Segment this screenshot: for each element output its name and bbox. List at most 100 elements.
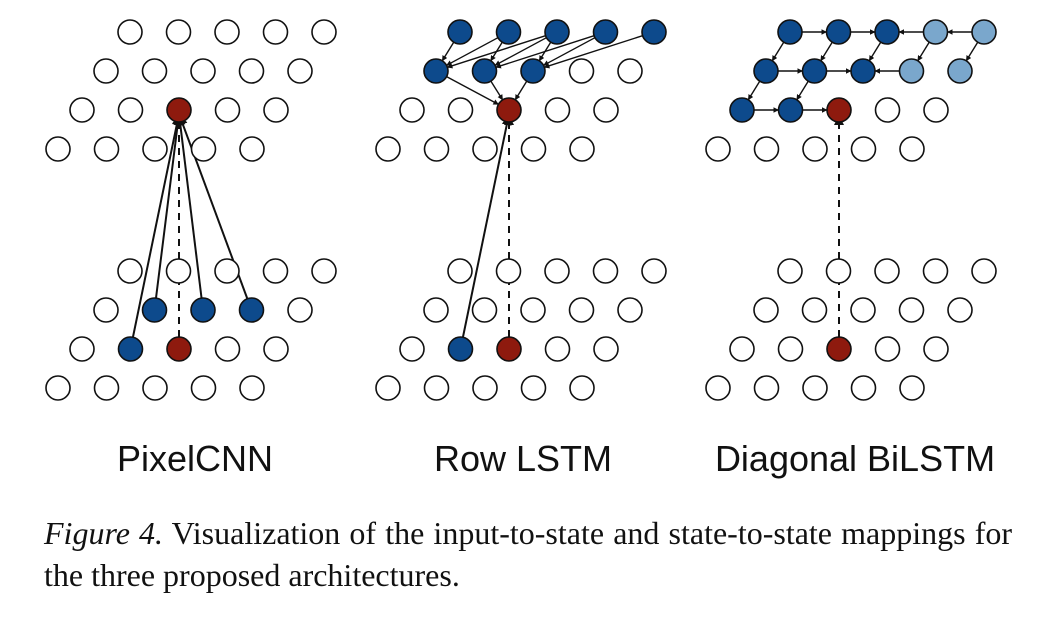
pixel [214, 258, 240, 284]
diagonal-bilstm-title: Diagonal BiLSTM [714, 438, 996, 479]
input-pixel [238, 297, 265, 323]
pixel [472, 375, 498, 401]
input-pixel [117, 336, 144, 362]
pixel [874, 258, 900, 284]
state-pixel [898, 58, 925, 84]
pixel [447, 97, 474, 123]
pixel [922, 258, 949, 284]
pixel [777, 336, 804, 362]
state-to-state-arrow [446, 37, 499, 66]
pixel [117, 19, 143, 45]
state-pixel [495, 19, 522, 45]
state-to-state-arrow [441, 41, 455, 62]
input-to-state-arrow [461, 114, 512, 338]
state-to-state-arrow [490, 80, 504, 101]
state-pixel [777, 19, 803, 45]
state-pixel [825, 19, 852, 45]
input-pixel [447, 336, 474, 362]
pixel [520, 136, 547, 162]
pixel [899, 375, 925, 401]
pixel [753, 136, 780, 162]
pixel [850, 375, 877, 401]
pixel [753, 375, 780, 401]
input-to-state-arrow [154, 114, 183, 299]
pixel [705, 136, 731, 162]
input-to-state-arrow [131, 114, 182, 338]
pixel [69, 336, 95, 362]
pixel [568, 58, 595, 84]
pixel [569, 136, 595, 162]
pixel [592, 258, 619, 284]
state-to-state-arrow [514, 80, 528, 101]
state-pixel [971, 19, 997, 45]
state-pixel [874, 19, 900, 45]
pixel [544, 97, 571, 123]
pixel [423, 375, 450, 401]
pixel [311, 258, 337, 284]
state-to-state-arrow [543, 35, 643, 69]
pixel [495, 258, 522, 284]
state-pixel [471, 58, 498, 84]
pixel [471, 297, 498, 323]
pixel [239, 375, 265, 401]
pixel [214, 97, 241, 123]
current-state-pixel [166, 97, 192, 123]
current-state-pixel [826, 97, 852, 123]
pixel [753, 297, 779, 323]
pixel [569, 375, 595, 401]
pixel [472, 136, 498, 162]
pixel [568, 297, 595, 323]
pixel [447, 258, 473, 284]
state-pixel [850, 58, 876, 84]
pixel [593, 336, 619, 362]
connections [747, 29, 979, 337]
input-pixel [141, 297, 168, 323]
state-to-state-arrow [868, 41, 882, 62]
figure-caption: Figure 4. Visualization of the input-to-… [44, 512, 1012, 596]
architecture-figure [45, 19, 997, 401]
pixel [262, 19, 289, 45]
state-pixel [520, 58, 546, 84]
state-to-state-arrow [820, 41, 833, 62]
pixel [641, 258, 667, 284]
pixel [263, 336, 289, 362]
pixel [142, 375, 168, 401]
pixel [802, 375, 828, 401]
pixel [898, 297, 925, 323]
pixel [375, 136, 401, 162]
pixel [874, 97, 901, 123]
pixel [93, 297, 119, 323]
input-to-state-arrow [175, 114, 203, 299]
pixel [899, 136, 925, 162]
current-input-pixel [826, 336, 852, 362]
pixel [971, 258, 997, 284]
state-pixel [922, 19, 949, 45]
pixel [287, 58, 313, 84]
pixel [45, 375, 71, 401]
current-state-pixel [496, 97, 522, 123]
state-pixel [592, 19, 619, 45]
pixel [263, 97, 289, 123]
pixel [214, 336, 241, 362]
state-pixel [777, 97, 804, 123]
pixel [239, 136, 265, 162]
pixel [45, 136, 71, 162]
pixel [593, 97, 619, 123]
pixel [423, 136, 450, 162]
pixel [520, 375, 547, 401]
pixels [375, 19, 667, 401]
pixel [117, 97, 144, 123]
pixel [311, 19, 337, 45]
state-pixel [753, 58, 779, 84]
caption-label: Figure 4. [44, 515, 164, 551]
pixel [214, 19, 240, 45]
state-pixel [947, 58, 973, 84]
row-lstm-panel [375, 19, 667, 401]
pixel [165, 258, 192, 284]
state-to-state-arrow [446, 76, 499, 105]
pixel [520, 297, 546, 323]
caption-text: Visualization of the input-to-state and … [44, 515, 1013, 593]
pixel [777, 258, 803, 284]
state-to-state-arrow [965, 41, 979, 62]
pixel [165, 19, 192, 45]
